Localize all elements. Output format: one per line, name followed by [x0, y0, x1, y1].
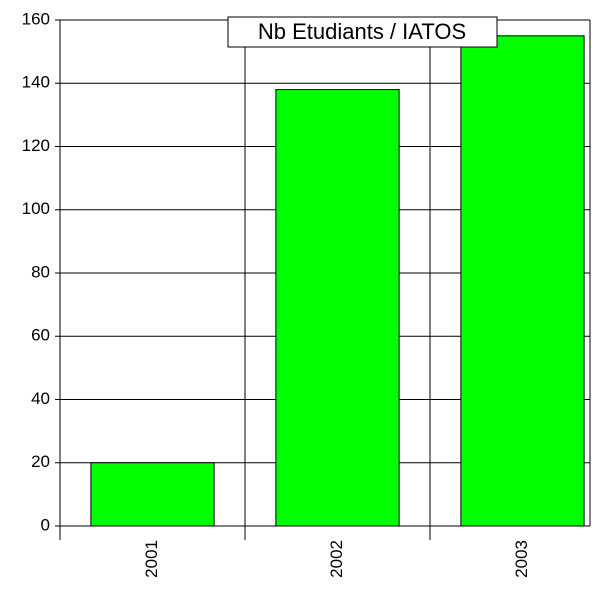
y-tick-label: 100: [22, 199, 50, 218]
y-tick-label: 120: [22, 136, 50, 155]
x-tick-label: 2002: [327, 540, 346, 578]
chart-title: Nb Etudiants / IATOS: [258, 19, 466, 44]
y-tick-label: 40: [31, 389, 50, 408]
y-tick-label: 160: [22, 9, 50, 28]
y-tick-label: 140: [22, 73, 50, 92]
y-tick-label: 80: [31, 262, 50, 281]
bar: [90, 462, 215, 527]
title-box: [227, 16, 498, 48]
y-tick-label: 0: [41, 515, 50, 534]
x-tick-label: 2003: [512, 540, 531, 578]
bar: [460, 35, 585, 527]
y-tick-label: 20: [31, 452, 50, 471]
bar: [275, 89, 400, 527]
x-tick-label: 2001: [142, 540, 161, 578]
y-tick-label: 60: [31, 326, 50, 345]
